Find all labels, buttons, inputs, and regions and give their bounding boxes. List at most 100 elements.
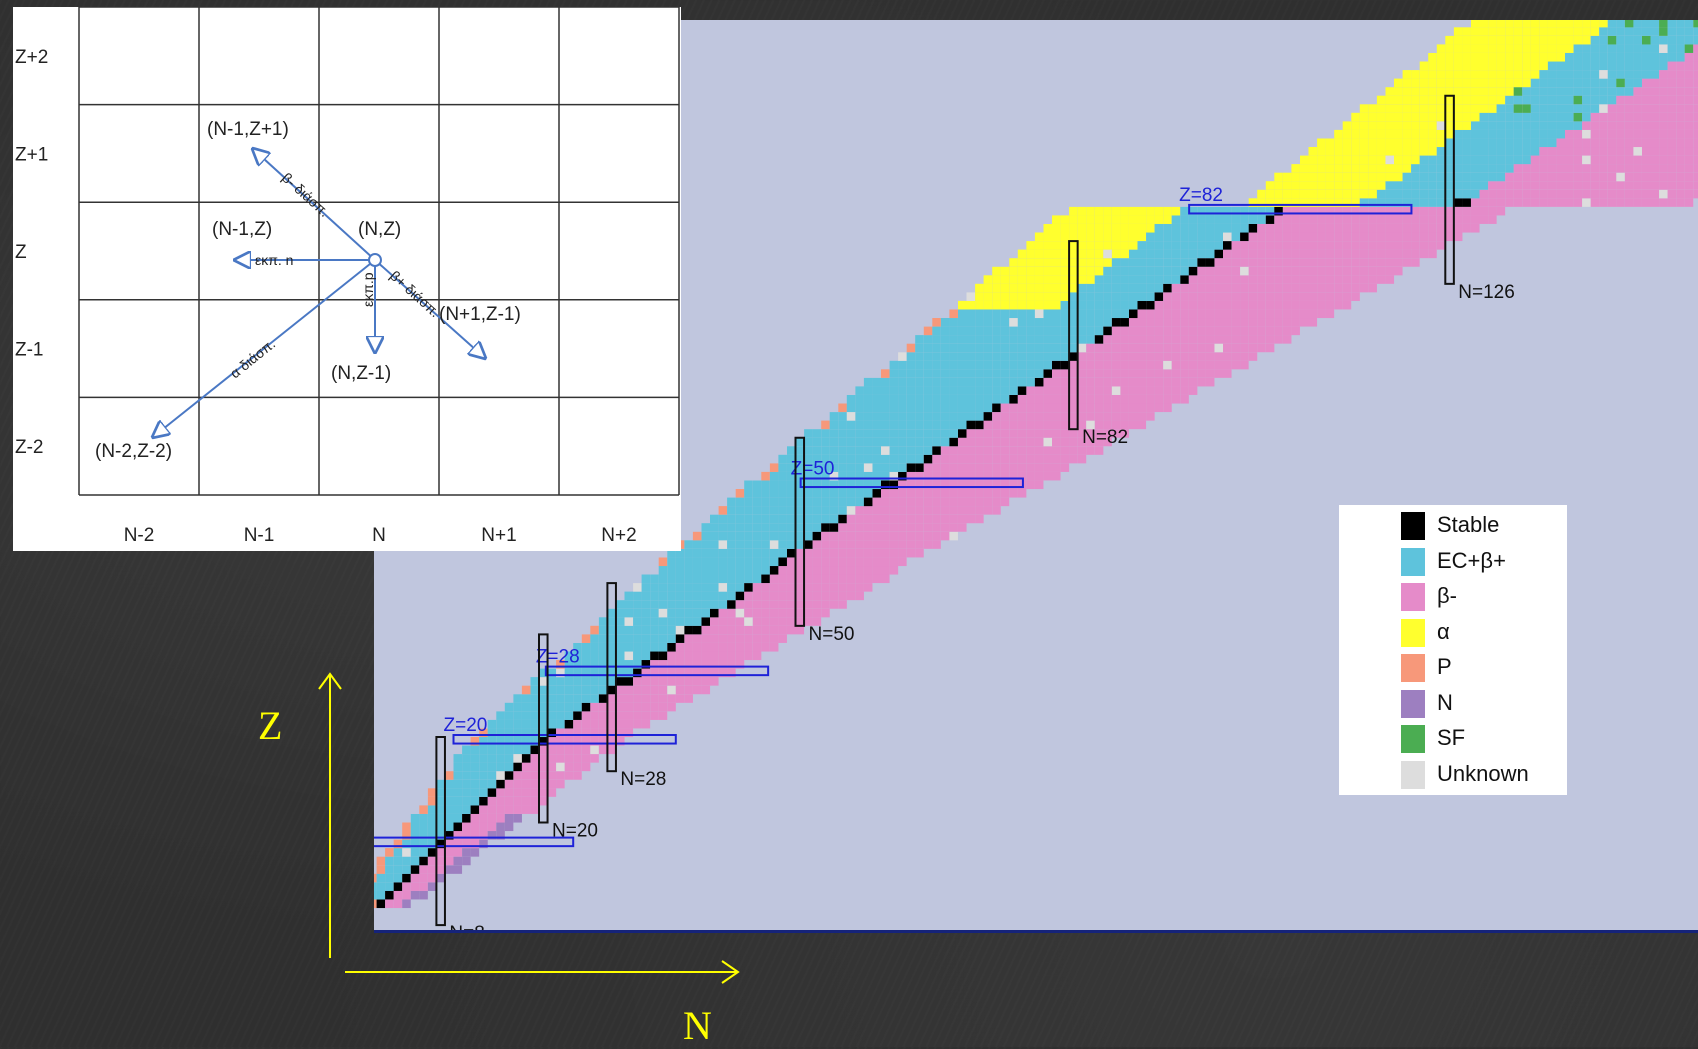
nuclide-cell (1078, 250, 1087, 259)
nuclide-cell (1257, 292, 1266, 301)
nuclide-cell (992, 275, 1001, 284)
nuclide-cell (1599, 139, 1608, 148)
nuclide-cell (787, 600, 796, 609)
nuclide-cell (1309, 147, 1318, 156)
nuclide-cell (1394, 215, 1403, 224)
nuclide-cell (1001, 446, 1010, 455)
nuclide-cell (881, 523, 890, 532)
nuclide-cell (1078, 369, 1087, 378)
nuclide-cell (1343, 233, 1352, 242)
nuclide-cell (932, 438, 941, 447)
nuclide-cell (890, 395, 899, 404)
nuclide-cell (1180, 241, 1189, 250)
nuclide-cell (1240, 292, 1249, 301)
nuclide-cell (1180, 318, 1189, 327)
nuclide-cell (1061, 352, 1070, 361)
nuclide-cell (761, 540, 770, 549)
nuclide-cell (377, 900, 386, 909)
nuclide-cell (1326, 164, 1335, 173)
nuclide-cell (1565, 130, 1574, 139)
nuclide-cell (744, 540, 753, 549)
nuclide-cell (1368, 267, 1377, 276)
nuclide-cell (1462, 164, 1471, 173)
nuclide-cell (1488, 62, 1497, 71)
nuclide-cell (915, 455, 924, 464)
nuclide-cell (1018, 446, 1027, 455)
nuclide-cell (1129, 301, 1138, 310)
nuclide-cell (1155, 241, 1164, 250)
nuclide-cell (924, 335, 933, 344)
nuclide-cell (890, 463, 899, 472)
nuclide-cell (898, 532, 907, 541)
cell-label-center: (N,Z) (358, 219, 401, 240)
nuclide-cell (1599, 113, 1608, 122)
nuclide-cell (676, 592, 685, 601)
nuclide-cell (1445, 130, 1454, 139)
nuclide-cell (1069, 421, 1078, 430)
nuclide-cell (873, 429, 882, 438)
nuclide-cell (1462, 198, 1471, 207)
nuclide-cell (967, 310, 976, 319)
nuclide-cell (1018, 361, 1027, 370)
nuclide-cell (1309, 292, 1318, 301)
nuclide-cell (1291, 284, 1300, 293)
nuclide-cell (1044, 275, 1053, 284)
nuclide-cell (1052, 446, 1061, 455)
nuclide-cell (1616, 27, 1625, 36)
nuclide-cell (1103, 369, 1112, 378)
nuclide-cell (744, 617, 753, 626)
nuclide-cell (907, 404, 916, 413)
nuclide-cell (1206, 310, 1215, 319)
nuclide-cell (1608, 173, 1617, 182)
nuclide-cell (1651, 147, 1660, 156)
nuclide-cell (873, 498, 882, 507)
nuclide-cell (1018, 352, 1027, 361)
nuclide-cell (1668, 104, 1677, 113)
nuclide-cell (419, 891, 428, 900)
nuclide-cell (967, 429, 976, 438)
nuclide-cell (616, 720, 625, 729)
nuclide-cell (984, 412, 993, 421)
nuclide-cell (1394, 113, 1403, 122)
nuclide-cell (813, 600, 822, 609)
nuclide-cell (1394, 87, 1403, 96)
nuclide-cell (1112, 258, 1121, 267)
nuclide-cell (607, 626, 616, 635)
nuclide-cell (821, 583, 830, 592)
nuclide-cell (1300, 258, 1309, 267)
nuclide-cell (1377, 96, 1386, 105)
nuclide-cell (1240, 233, 1249, 242)
nuclide-cell (454, 754, 463, 763)
nuclide-cell (1642, 36, 1651, 45)
nuclide-cell (873, 549, 882, 558)
nuclide-cell (984, 318, 993, 327)
nuclide-cell (864, 506, 873, 515)
nuclide-cell (445, 814, 454, 823)
nuclide-cell (1693, 20, 1698, 27)
nuclide-cell (471, 814, 480, 823)
nuclide-cell (1633, 156, 1642, 165)
nuclide-cell (1437, 233, 1446, 242)
nuclide-cell (1334, 181, 1343, 190)
nuclide-cell (539, 797, 548, 806)
nuclide-cell (744, 592, 753, 601)
nuclide-cell (1026, 335, 1035, 344)
nuclide-cell (941, 404, 950, 413)
nuclide-cell (855, 455, 864, 464)
nuclide-cell (513, 763, 522, 772)
nuclide-cell (573, 754, 582, 763)
nuclide-cell (402, 865, 411, 874)
nuclide-cell (1574, 130, 1583, 139)
nuclide-cell (1197, 327, 1206, 336)
nuclide-cell (1163, 335, 1172, 344)
nuclide-cell (1633, 44, 1642, 53)
nuclide-cell (1249, 241, 1258, 250)
nuclide-cell (813, 489, 822, 498)
nuclide-cell (770, 617, 779, 626)
nuclide-cell (1078, 275, 1087, 284)
nuclide-cell (471, 805, 480, 814)
nuclide-cell (778, 617, 787, 626)
nuclide-cell (582, 746, 591, 755)
nuclide-cell (625, 711, 634, 720)
